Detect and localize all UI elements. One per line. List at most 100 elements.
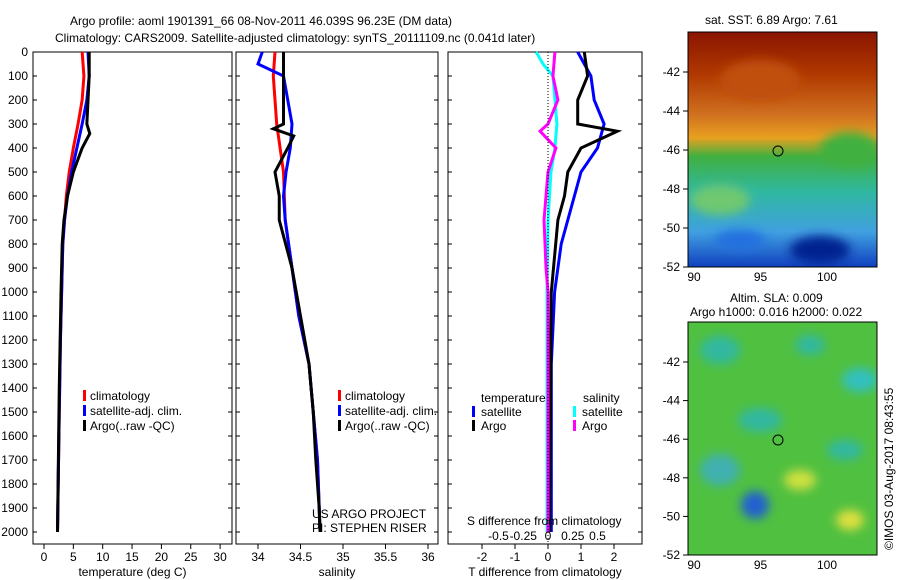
lat-tick-label: -48 bbox=[663, 471, 681, 485]
lon-tick-label: 100 bbox=[817, 558, 837, 572]
lat-tick-label: -52 bbox=[663, 260, 681, 274]
s-tick-label: -0.5 bbox=[488, 529, 509, 543]
series-satellite-adj-clim- bbox=[256, 51, 322, 533]
lon-tick-label: 100 bbox=[817, 270, 837, 284]
lat-tick-label: -48 bbox=[663, 182, 681, 196]
lat-tick-label: -44 bbox=[663, 104, 681, 118]
x-tick-label: 35 bbox=[336, 550, 350, 564]
legend-title-salinity: salinity bbox=[583, 391, 620, 405]
lon-tick-label: 95 bbox=[754, 270, 768, 284]
lat-tick-label: -42 bbox=[663, 65, 681, 79]
x-tick-label: 0 bbox=[41, 550, 48, 564]
lon-tick-label: 90 bbox=[687, 558, 701, 572]
depth-tick-label: 1800 bbox=[1, 477, 28, 491]
x-tick-label: 25 bbox=[184, 550, 198, 564]
depth-tick-label: 1000 bbox=[1, 285, 28, 299]
sla-map-title1: Altim. SLA: 0.009 bbox=[730, 291, 823, 305]
s-tick-label: 0.5 bbox=[589, 529, 606, 543]
project-label: US ARGO PROJECT bbox=[312, 507, 427, 521]
depth-tick-label: 700 bbox=[8, 213, 28, 227]
argo-location-marker bbox=[772, 145, 784, 157]
salinity-xlabel: salinity bbox=[319, 565, 356, 579]
depth-tick-label: 1700 bbox=[1, 453, 28, 467]
legend-label: satellite bbox=[582, 405, 623, 419]
pi-label: PI: STEPHEN RISER bbox=[312, 521, 427, 535]
depth-tick-label: 2000 bbox=[1, 525, 28, 539]
lon-tick-label: 90 bbox=[687, 270, 701, 284]
legend-swatch bbox=[83, 405, 86, 416]
depth-tick-label: 800 bbox=[8, 237, 28, 251]
series-t-argo bbox=[548, 51, 623, 533]
depth-tick-label: 300 bbox=[8, 117, 28, 131]
x-tick-label: 20 bbox=[155, 550, 169, 564]
depth-tick-label: 1100 bbox=[2, 309, 28, 323]
x-tick-label: 5 bbox=[70, 550, 77, 564]
lon-tick-label: 95 bbox=[754, 558, 768, 572]
legend-label: climatology bbox=[90, 389, 150, 403]
lat-tick-label: -50 bbox=[663, 509, 681, 523]
depth-tick-label: 1200 bbox=[1, 333, 28, 347]
depth-tick-label: 1300 bbox=[1, 357, 28, 371]
difference-xlabel: T difference from climatology bbox=[468, 565, 622, 579]
depth-tick-label: 1500 bbox=[1, 405, 28, 419]
sla-map: Altim. SLA: 0.009 Argo h1000: 0.016 h200… bbox=[687, 291, 878, 556]
depth-tick-label: 100 bbox=[8, 69, 28, 83]
x-tick-label: -1 bbox=[510, 550, 521, 564]
title-line2: Climatology: CARS2009. Satellite-adjuste… bbox=[55, 31, 535, 45]
lat-tick-label: -50 bbox=[663, 221, 681, 235]
s-tick-label: -0.25 bbox=[510, 529, 538, 543]
legend-label: Argo(..raw -QC) bbox=[345, 419, 430, 433]
depth-tick-label: 0 bbox=[21, 45, 28, 59]
depth-tick-label: 500 bbox=[8, 165, 28, 179]
x-tick-label: 35.5 bbox=[374, 550, 398, 564]
lat-tick-label: -42 bbox=[663, 355, 681, 369]
legend-swatch bbox=[338, 390, 341, 401]
s-difference-label: S difference from climatology bbox=[467, 514, 622, 528]
lat-tick-label: -52 bbox=[663, 548, 681, 562]
sst-map: sat. SST: 6.89 Argo: 7.61 bbox=[687, 13, 878, 268]
title-line1: Argo profile: aoml 1901391_66 08-Nov-201… bbox=[70, 14, 452, 28]
legend-label: climatology bbox=[345, 389, 405, 403]
legend-swatch bbox=[472, 406, 475, 417]
legend-swatch bbox=[573, 406, 576, 417]
x-tick-label: -2 bbox=[477, 550, 488, 564]
x-tick-label: 34.5 bbox=[289, 550, 313, 564]
x-tick-label: 2 bbox=[611, 550, 618, 564]
series-argo-raw-qc- bbox=[56, 52, 92, 533]
legend-swatch bbox=[338, 420, 341, 431]
s-tick-label: 0.25 bbox=[561, 529, 585, 543]
depth-tick-label: 600 bbox=[8, 189, 28, 203]
imos-timestamp: ©IMOS 03-Aug-2017 08:43:55 bbox=[882, 387, 896, 550]
depth-tick-label: 1400 bbox=[1, 381, 28, 395]
s-tick-label: 0 bbox=[545, 529, 552, 543]
argo-location-marker bbox=[772, 434, 784, 446]
x-tick-label: 34 bbox=[251, 550, 265, 564]
series-s-argo bbox=[537, 51, 560, 532]
legend-swatch bbox=[338, 405, 341, 416]
legend-swatch bbox=[573, 420, 576, 431]
legend-swatch bbox=[83, 390, 86, 401]
legend-swatch bbox=[83, 420, 86, 431]
legend-label: satellite-adj. clim. bbox=[90, 404, 182, 418]
lat-tick-label: -44 bbox=[663, 394, 681, 408]
sla-map-title2: Argo h1000: 0.016 h2000: 0.022 bbox=[690, 305, 862, 319]
lat-tick-label: -46 bbox=[663, 143, 681, 157]
x-tick-label: 0 bbox=[545, 550, 552, 564]
depth-tick-label: 1600 bbox=[1, 429, 28, 443]
legend-label: Argo bbox=[582, 419, 608, 433]
legend-label: satellite-adj. clim. bbox=[345, 404, 437, 418]
legend-label: satellite bbox=[481, 405, 522, 419]
salinity-axes bbox=[235, 51, 439, 545]
series-argo-raw-qc- bbox=[269, 52, 322, 533]
legend-label: Argo(..raw -QC) bbox=[90, 419, 175, 433]
sst-map-title: sat. SST: 6.89 Argo: 7.61 bbox=[705, 13, 838, 27]
temperature-xlabel: temperature (deg C) bbox=[78, 565, 186, 579]
x-tick-label: 1 bbox=[578, 550, 585, 564]
series-t-satellite bbox=[549, 51, 606, 532]
x-tick-label: 36 bbox=[421, 550, 435, 564]
lat-tick-label: -46 bbox=[663, 432, 681, 446]
legend-label: Argo bbox=[481, 419, 507, 433]
difference-axes bbox=[447, 51, 643, 545]
legend-title-temperature: temperature bbox=[481, 391, 546, 405]
